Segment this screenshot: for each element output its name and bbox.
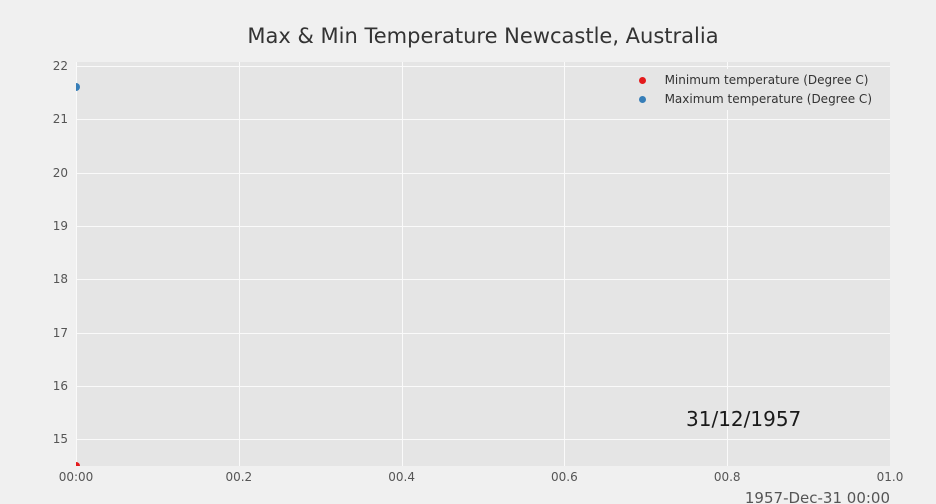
h-gridline	[76, 279, 890, 281]
y-tick-label: 18	[52, 272, 68, 287]
v-gridline	[564, 62, 566, 466]
legend-label-min: Minimum temperature (Degree C)	[664, 73, 869, 87]
legend-marker-max-icon	[638, 95, 646, 103]
legend-item-min: Minimum temperature (Degree C)	[629, 72, 872, 88]
v-gridline	[76, 62, 77, 466]
h-gridline	[76, 439, 890, 441]
v-gridline	[727, 62, 729, 466]
h-gridline	[76, 66, 890, 67]
h-gridline	[76, 226, 890, 227]
h-gridline	[76, 332, 890, 334]
x-tick-label: 00.6	[551, 470, 578, 484]
legend-label-max: Maximum temperature (Degree C)	[664, 92, 872, 106]
x-tick-label: 00:00	[58, 470, 94, 484]
y-tick-label: 19	[52, 219, 68, 233]
h-gridline	[76, 386, 890, 387]
x-tick-label: 00.8	[713, 470, 741, 484]
legend-item-max: Maximum temperature (Degree C)	[629, 91, 872, 107]
plot-area: Minimum temperature (Degree C) Maximum t…	[76, 62, 890, 466]
date-annotation: 31/12/1957	[686, 407, 802, 431]
y-tick-label: 21	[52, 112, 68, 127]
h-gridline	[76, 119, 890, 121]
y-tick-label: 16	[52, 379, 68, 393]
h-gridline	[76, 172, 890, 174]
x-tick-label: 01.0	[876, 470, 904, 484]
y-tick-label: 15	[52, 432, 68, 447]
legend: Minimum temperature (Degree C) Maximum t…	[624, 69, 876, 110]
v-gridline	[238, 62, 240, 466]
legend-marker-min-icon	[638, 76, 646, 84]
chart-title: Max & Min Temperature Newcastle, Austral…	[247, 24, 719, 48]
data-point	[76, 83, 80, 92]
y-tick-label: 20	[52, 165, 68, 180]
v-gridline	[401, 62, 403, 466]
x-tick-label: 00.2	[225, 470, 253, 484]
y-tick-label: 22	[52, 59, 68, 73]
x-tick-label: 00.4	[388, 470, 415, 484]
data-point	[76, 462, 80, 466]
x-axis-offset-label: 1957-Dec-31 00:00	[744, 489, 890, 504]
y-tick-label: 17	[52, 325, 68, 340]
